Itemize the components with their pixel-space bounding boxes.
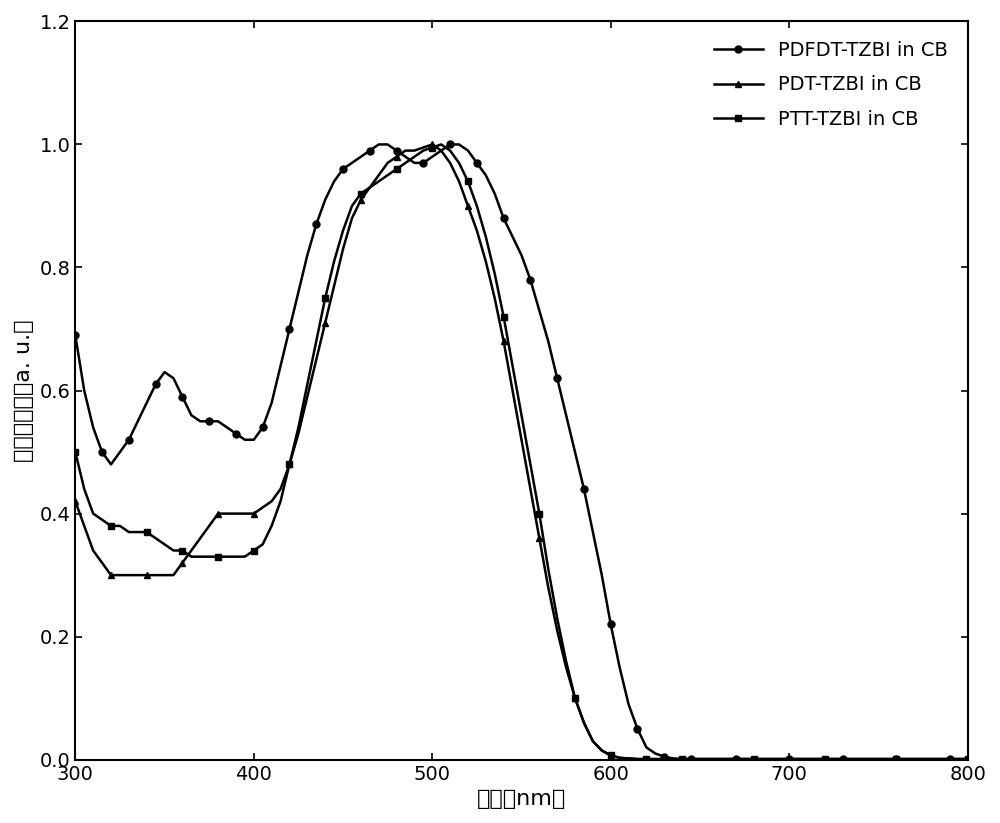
PTT-TZBI in CB	[194, 551, 206, 561]
PTT-TZBI in CB	[962, 754, 974, 764]
PTT-TZBI in CB	[453, 158, 465, 168]
PDFDT-TZBI in CB	[676, 754, 688, 764]
PDFDT-TZBI in CB	[105, 459, 117, 469]
PDFDT-TZBI in CB	[444, 140, 456, 150]
PDFDT-TZBI in CB	[962, 754, 974, 764]
PTT-TZBI in CB	[292, 422, 304, 432]
PDT-TZBI in CB	[292, 429, 304, 439]
PDFDT-TZBI in CB	[87, 422, 99, 432]
PDFDT-TZBI in CB	[150, 379, 162, 389]
PDT-TZBI in CB	[962, 754, 974, 764]
Y-axis label: 归一化吸收（a. u.）: 归一化吸收（a. u.）	[14, 319, 34, 462]
PTT-TZBI in CB	[435, 140, 447, 150]
PDT-TZBI in CB	[453, 176, 465, 186]
PDFDT-TZBI in CB	[765, 754, 777, 764]
PDT-TZBI in CB	[908, 754, 920, 764]
PTT-TZBI in CB	[631, 754, 643, 764]
PDFDT-TZBI in CB	[658, 751, 670, 761]
PDT-TZBI in CB	[301, 392, 313, 402]
Line: PDFDT-TZBI in CB: PDFDT-TZBI in CB	[72, 141, 971, 763]
Legend: PDFDT-TZBI in CB, PDT-TZBI in CB, PTT-TZBI in CB: PDFDT-TZBI in CB, PDT-TZBI in CB, PTT-TZ…	[704, 31, 958, 138]
PDT-TZBI in CB	[194, 533, 206, 543]
Line: PTT-TZBI in CB: PTT-TZBI in CB	[72, 141, 971, 763]
PDFDT-TZBI in CB	[69, 330, 81, 340]
PTT-TZBI in CB	[328, 257, 340, 267]
PDFDT-TZBI in CB	[373, 140, 385, 150]
PDT-TZBI in CB	[69, 496, 81, 506]
PDT-TZBI in CB	[631, 754, 643, 764]
X-axis label: 波长（nm）: 波长（nm）	[477, 789, 566, 809]
Line: PDT-TZBI in CB: PDT-TZBI in CB	[72, 141, 971, 763]
PTT-TZBI in CB	[69, 447, 81, 457]
PTT-TZBI in CB	[908, 754, 920, 764]
PDT-TZBI in CB	[328, 281, 340, 291]
PDT-TZBI in CB	[426, 140, 438, 150]
PTT-TZBI in CB	[301, 379, 313, 389]
